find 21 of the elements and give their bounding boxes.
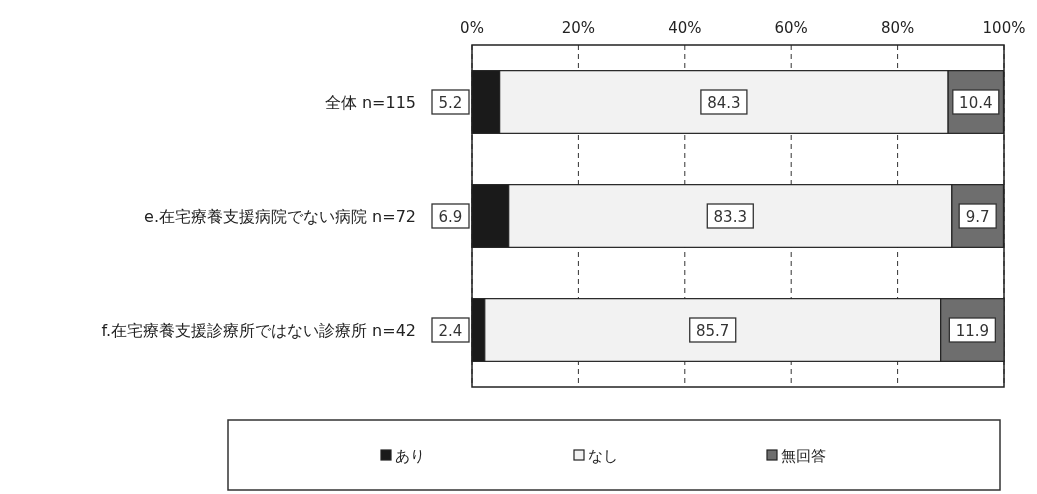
data-label: 6.9 xyxy=(438,207,463,226)
x-tick-label: 20% xyxy=(561,19,596,37)
y-tick-label: e.在宅療養支援病院でない病院 n=72 xyxy=(144,207,416,226)
y-tick-label: 全体 n=115 xyxy=(324,93,416,112)
data-label: 10.4 xyxy=(959,93,993,112)
x-tick-label: 60% xyxy=(774,19,808,37)
data-label: 2.4 xyxy=(438,321,463,340)
legend-label: なし xyxy=(588,447,618,465)
x-tick-label: 80% xyxy=(880,19,915,37)
x-tick-label: 40% xyxy=(668,19,702,37)
data-label: 9.7 xyxy=(965,207,990,226)
data-label: 11.9 xyxy=(955,321,990,340)
legend-label: あり xyxy=(395,447,425,465)
data-label: 85.7 xyxy=(696,321,730,340)
x-tick-label: 0% xyxy=(460,19,484,37)
data-label: 5.2 xyxy=(438,93,463,112)
x-tick-label: 100% xyxy=(982,19,1026,37)
legend-label: 無回答 xyxy=(781,447,826,465)
data-label: 83.3 xyxy=(713,207,747,226)
data-label: 84.3 xyxy=(707,93,741,112)
y-tick-label: f.在宅療養支援診療所ではない診療所 n=42 xyxy=(101,321,416,340)
